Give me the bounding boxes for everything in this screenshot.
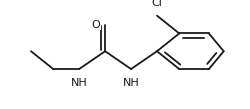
Text: NH: NH <box>70 78 87 88</box>
Text: Cl: Cl <box>151 0 162 8</box>
Text: NH: NH <box>122 78 139 88</box>
Text: O: O <box>91 20 100 30</box>
